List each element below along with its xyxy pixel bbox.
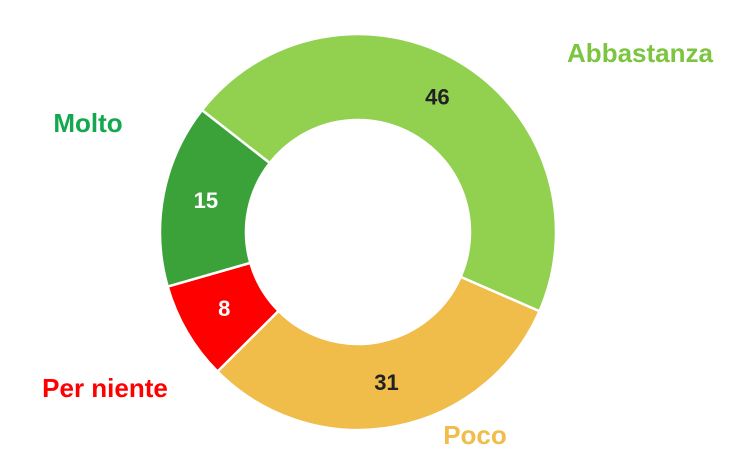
category-label: Per niente [42, 373, 168, 403]
donut-slice [158, 108, 272, 289]
data-label: 31 [374, 370, 398, 395]
data-label: 8 [218, 296, 230, 321]
category-label: Molto [53, 108, 122, 138]
data-label: 15 [194, 188, 218, 213]
donut-slice [200, 32, 558, 313]
category-label: Poco [443, 420, 507, 450]
data-label: 46 [425, 85, 449, 110]
donut-slice [215, 275, 542, 432]
category-label: Abbastanza [567, 38, 713, 68]
